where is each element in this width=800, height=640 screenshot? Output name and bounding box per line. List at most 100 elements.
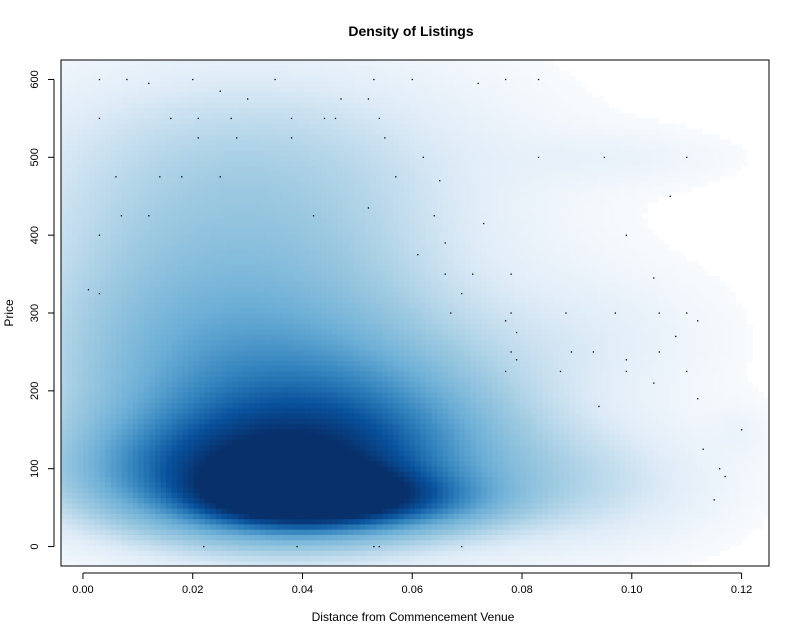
density-cell: [298, 486, 305, 493]
density-cell: [88, 270, 95, 277]
density-cell: [343, 181, 350, 188]
density-cell: [143, 560, 151, 566]
density-cell: [238, 286, 245, 293]
density-cell: [182, 502, 189, 509]
density-cell: [127, 392, 134, 398]
density-cell: [166, 344, 173, 351]
density-cell: [116, 112, 123, 119]
density-cell: [177, 455, 184, 462]
density-cell: [193, 502, 200, 509]
density-cell: [94, 249, 101, 256]
density-cell: [72, 407, 79, 414]
density-cell: [88, 407, 95, 414]
density-cell: [199, 344, 206, 351]
density-cell: [309, 360, 317, 367]
density-cell: [332, 270, 339, 277]
density-cell: [309, 365, 317, 372]
density-cell: [171, 418, 178, 425]
density-cell: [249, 291, 256, 298]
density-cell: [121, 392, 128, 398]
density-cell: [66, 360, 73, 367]
density-cell: [254, 334, 261, 340]
density-cell: [287, 529, 294, 535]
density-cell: [293, 444, 300, 451]
density-cell: [72, 276, 79, 282]
density-cell: [143, 555, 151, 562]
density-cell: [188, 302, 195, 309]
density-cell: [210, 133, 217, 140]
density-cell: [326, 265, 333, 272]
density-cell: [116, 471, 123, 477]
density-cell: [66, 397, 73, 404]
density-cell: [243, 497, 250, 504]
density-cell: [215, 107, 223, 114]
density-cell: [77, 313, 84, 319]
density-cell: [304, 60, 311, 66]
density-cell: [265, 212, 272, 219]
density-cell: [105, 318, 112, 325]
density-cell: [105, 70, 112, 77]
density-cell: [88, 117, 95, 124]
density-cell: [166, 228, 173, 235]
density-cell: [226, 154, 234, 161]
density-cell: [132, 513, 140, 520]
density-cell: [326, 413, 333, 420]
density-cell: [177, 133, 184, 140]
density-cell: [166, 260, 173, 267]
density-cell: [83, 133, 90, 140]
density-cell: [232, 550, 239, 557]
density-cell: [260, 444, 267, 451]
density-cell: [160, 255, 167, 261]
density-cell: [293, 128, 300, 135]
density-cell: [343, 397, 350, 404]
density-cell: [182, 276, 189, 282]
density-cell: [204, 212, 211, 219]
density-cell: [315, 328, 322, 335]
density-cell: [309, 112, 317, 119]
density-cell: [226, 297, 234, 304]
density-cell: [282, 107, 289, 114]
density-cell: [199, 117, 206, 124]
density-cell: [226, 244, 234, 251]
density-cell: [94, 302, 101, 309]
density-cell: [304, 349, 311, 356]
density-cell: [110, 86, 117, 93]
density-cell: [215, 70, 223, 77]
density-cell: [215, 465, 223, 472]
density-cell: [116, 70, 123, 77]
density-cell: [143, 402, 151, 409]
density-cell: [116, 165, 123, 172]
density-cell: [99, 297, 106, 304]
density-cell: [304, 376, 311, 383]
density-cell: [188, 428, 195, 435]
density-cell: [265, 355, 272, 362]
density-cell: [171, 255, 178, 261]
density-cell: [337, 107, 344, 114]
density-cell: [337, 497, 344, 504]
density-cell: [232, 355, 239, 362]
density-cell: [77, 202, 84, 209]
density-cell: [343, 560, 350, 566]
density-cell: [149, 370, 156, 377]
density-cell: [204, 65, 211, 72]
density-cell: [271, 550, 278, 557]
density-cell: [94, 244, 101, 251]
density-cell: [88, 370, 95, 377]
density-cell: [83, 481, 90, 488]
density-cell: [77, 197, 84, 203]
density-cell: [304, 465, 311, 472]
density-cell: [276, 560, 283, 566]
density-cell: [182, 112, 189, 119]
density-cell: [116, 154, 123, 161]
density-cell: [83, 260, 90, 267]
density-cell: [166, 497, 173, 504]
density-cell: [199, 486, 206, 493]
density-cell: [232, 534, 239, 541]
density-cell: [243, 460, 250, 467]
density-cell: [265, 381, 272, 388]
density-cell: [127, 102, 134, 109]
density-cell: [171, 260, 178, 267]
density-cell: [110, 455, 117, 462]
density-cell: [66, 407, 73, 414]
density-cell: [155, 349, 162, 356]
